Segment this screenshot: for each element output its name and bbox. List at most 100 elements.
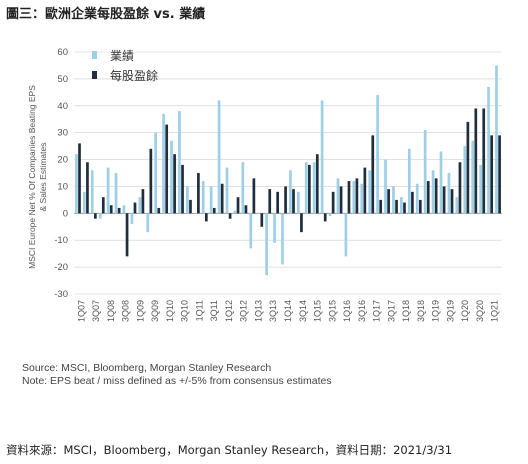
sales-bar (170, 140, 173, 214)
eps-bar (458, 162, 462, 214)
sales-bar (439, 151, 443, 214)
sales-bar (217, 100, 221, 214)
eps-bar (173, 154, 176, 214)
sales-bar (296, 191, 300, 214)
eps-bar (236, 197, 240, 214)
source-line: Source: MSCI, Bloomberg, Morgan Stanley … (22, 362, 272, 374)
x-tick-label: 1Q21 (490, 300, 500, 322)
eps-bar (292, 189, 295, 214)
sales-bar (178, 111, 181, 214)
y-tick-label: 50 (57, 74, 68, 85)
x-tick-label: 1Q14 (283, 300, 293, 322)
eps-bar (228, 213, 232, 219)
sales-bar (336, 178, 340, 214)
eps-bar (474, 108, 478, 214)
eps-bar (466, 121, 470, 214)
grid-layer (74, 51, 502, 295)
eps-bar (101, 197, 105, 214)
page-title: 圖三：歐洲企業每股盈餘 vs. 業績 (6, 7, 206, 22)
eps-bar (197, 173, 200, 214)
x-tick-label: 1Q13 (254, 300, 264, 322)
x-tick-label: 3Q10 (180, 300, 190, 322)
sales-bar (162, 113, 165, 214)
sales-bar (186, 186, 189, 214)
y-tick-label: -20 (54, 262, 68, 273)
eps-bar (133, 202, 137, 214)
sales-bar (106, 167, 110, 214)
sales-bar (392, 186, 395, 214)
x-tick-label: 3Q11 (209, 300, 219, 321)
sales-bar (273, 213, 276, 243)
eps-bar (387, 189, 390, 214)
eps-bar (212, 207, 216, 214)
sales-bar (75, 154, 78, 214)
eps-bar (308, 164, 311, 214)
y-tick-label: -10 (54, 235, 68, 246)
y-tick-label: 40 (57, 101, 68, 112)
eps-bar (331, 191, 335, 214)
sales-bar (225, 167, 229, 214)
eps-bar (94, 213, 97, 219)
legend-swatch (92, 51, 97, 59)
sales-bar (415, 183, 419, 214)
sales-bar (281, 213, 284, 265)
eps-bar (371, 135, 375, 214)
eps-bar (284, 186, 287, 214)
eps-bar (181, 164, 184, 214)
x-tick-label: 1Q16 (342, 300, 352, 322)
eps-bar (204, 213, 208, 222)
sales-bar (376, 95, 379, 214)
y-tick-labels: -30 -20 -10 0 10 20 30 40 50 60 (54, 47, 68, 300)
sales-bar (344, 213, 348, 257)
x-tick-label: 3Q07 (91, 300, 101, 322)
y-tick-label: 0 (63, 208, 68, 219)
eps-bar (347, 181, 351, 214)
x-tick-label: 1Q12 (224, 300, 234, 322)
sales-bar (368, 170, 372, 214)
x-tick-label: 3Q16 (357, 300, 367, 322)
sales-bar (479, 164, 482, 214)
eps-bar (434, 178, 438, 214)
eps-bar (442, 186, 446, 214)
x-tick-label: 3Q13 (268, 300, 278, 322)
sales-bar (201, 181, 205, 214)
eps-bar (260, 213, 264, 227)
legend-label: 業績 (110, 49, 134, 63)
eps-bar (157, 207, 161, 214)
eps-bar (244, 205, 248, 214)
sales-bar (312, 162, 316, 214)
x-tick-label: 3Q19 (445, 300, 455, 322)
sales-bar (463, 146, 467, 214)
note-line: Note: EPS beat / miss defined as +/-5% f… (22, 375, 332, 387)
sales-bar (82, 191, 86, 214)
sales-bar (407, 148, 411, 214)
y-axis-label: MSCI Europe Net % Of Companies Beating E… (27, 85, 48, 269)
legend-swatch (92, 71, 97, 79)
sales-bar (241, 162, 245, 214)
sales-bar (487, 86, 490, 214)
eps-bar (252, 178, 256, 214)
x-tick-label: 1Q17 (372, 300, 382, 322)
x-tick-label: 3Q18 (416, 300, 426, 322)
eps-bar (220, 183, 224, 214)
eps-bar (411, 191, 414, 214)
eps-bar (355, 178, 359, 214)
sales-bar (154, 132, 158, 214)
eps-bar (189, 199, 192, 214)
eps-bar (117, 207, 121, 214)
sales-bar (400, 197, 403, 214)
x-tick-label: 1Q07 (76, 300, 86, 322)
eps-bar (339, 186, 343, 214)
x-tick-label: 1Q11 (194, 300, 204, 321)
eps-bar (276, 191, 279, 214)
sales-bar (114, 173, 118, 214)
sales-bar (122, 205, 126, 214)
eps-bar (109, 205, 113, 214)
sales-bar (257, 213, 261, 214)
x-tick-label: 3Q09 (150, 300, 160, 322)
eps-bar (323, 213, 327, 222)
sales-bar (455, 197, 459, 214)
eps-bar (141, 189, 145, 214)
x-tick-label: 1Q18 (401, 300, 411, 322)
